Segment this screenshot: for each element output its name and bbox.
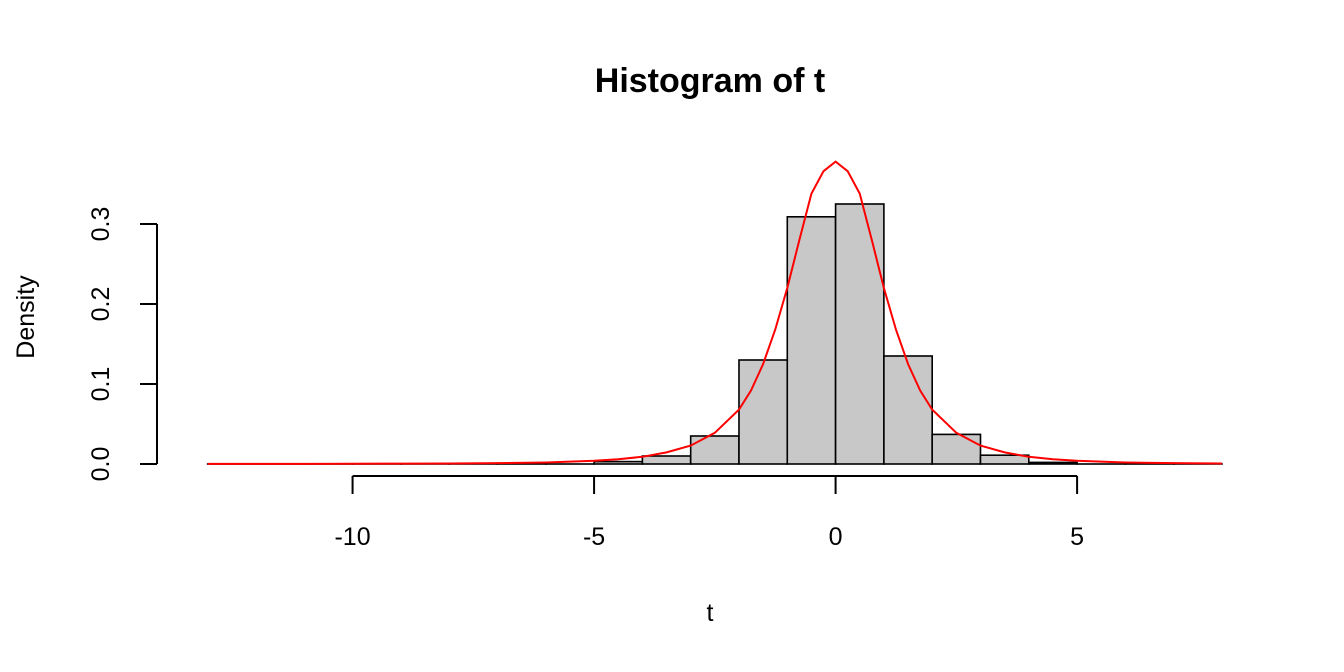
- y-tick-label: 0.1: [87, 367, 115, 402]
- histogram-bar: [1027, 461, 1078, 465]
- x-tick-label: 0: [829, 523, 843, 551]
- histogram-bar: [931, 433, 982, 465]
- y-axis: 0.0 0.1 0.2 0.3: [87, 207, 158, 482]
- x-axis-label: t: [707, 599, 714, 627]
- histogram-bar: [834, 203, 885, 465]
- chart-title: Histogram of t: [595, 62, 825, 100]
- y-tick-label: 0.2: [87, 287, 115, 322]
- histogram-bar: [593, 460, 644, 465]
- y-axis-label: Density: [12, 275, 40, 359]
- density-curve-line: [207, 160, 1223, 465]
- y-tick-label: 0.3: [87, 207, 115, 242]
- histogram-bar: [786, 216, 837, 465]
- x-tick-label: -10: [334, 523, 370, 551]
- y-tick-label: 0.0: [87, 447, 115, 482]
- histogram-bars: [206, 203, 1223, 465]
- histogram-bar: [979, 454, 1030, 465]
- x-tick-label: -5: [583, 523, 605, 551]
- x-tick-label: 5: [1070, 523, 1084, 551]
- histogram-bar: [883, 355, 933, 465]
- density-curve-layer: [207, 160, 1223, 465]
- histogram-bar: [738, 359, 789, 465]
- histogram-bar: [689, 435, 740, 465]
- histogram-bar: [641, 455, 692, 465]
- x-axis: -10 -5 0 5: [334, 475, 1084, 551]
